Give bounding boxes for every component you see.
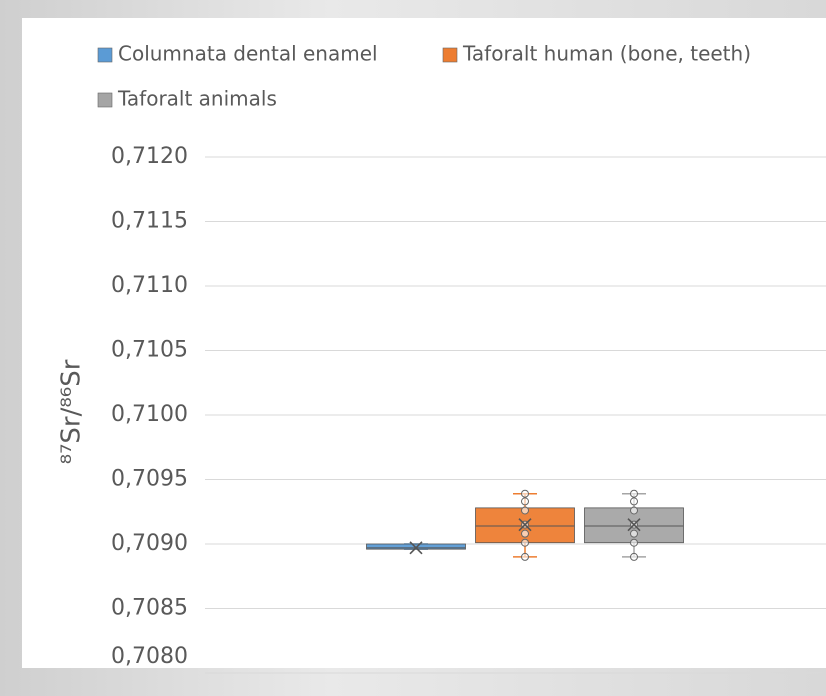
mean-marker [409,541,423,555]
y-tick-label: 0,7080 [111,644,188,669]
data-point [521,506,529,515]
box [366,543,466,550]
legend-label: Taforalt human (bone, teeth) [462,42,751,66]
data-point [630,497,638,506]
data-point [521,529,529,538]
y-tick-label: 0,7110 [111,273,188,298]
legend-label: Columnata dental enamel [118,42,378,66]
data-point [630,552,638,561]
y-tick-label: 0,7085 [111,596,188,621]
legend-swatch [442,47,458,63]
y-tick-label: 0,7120 [111,144,188,169]
y-axis-label: ⁸⁷Sr/⁸⁶Sr [57,359,87,464]
data-point [630,529,638,538]
y-tick-label: 0,7090 [111,531,188,556]
data-point [630,506,638,515]
data-point [521,538,529,547]
mean-marker [627,518,641,532]
data-point [630,489,638,498]
legend-swatch [97,47,113,63]
data-point [630,538,638,547]
mean-marker [518,518,532,532]
data-point [521,497,529,506]
data-point [521,489,529,498]
data-point [521,552,529,561]
chart-panel [22,18,826,668]
legend-label: Taforalt animals [117,87,277,111]
y-tick-label: 0,7100 [111,402,188,427]
y-tick-label: 0,7105 [111,338,188,363]
y-tick-label: 0,7095 [111,467,188,492]
legend-swatch [97,92,113,108]
y-tick-label: 0,7115 [111,209,188,234]
